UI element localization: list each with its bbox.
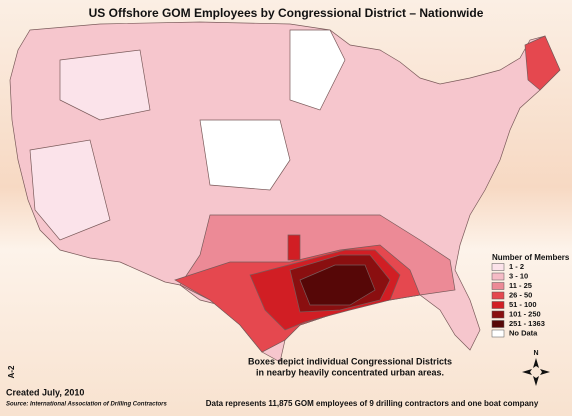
region: [59, 49, 151, 121]
legend-label: 1 - 2: [509, 262, 524, 271]
legend-swatch: [491, 320, 505, 328]
compass-rose: [522, 358, 550, 386]
compass-label: N: [533, 350, 538, 357]
legend-swatch: [491, 272, 505, 281]
page-label: A-2: [7, 365, 16, 378]
legend-label: 26 - 50: [509, 290, 532, 299]
legend-label: 51 - 100: [509, 300, 537, 309]
title: US Offshore GOM Employees by Congression…: [89, 6, 484, 20]
legend-swatch: [491, 301, 505, 309]
region: [199, 119, 291, 191]
legend-label: 3 - 10: [509, 271, 528, 280]
legend-swatch: [491, 310, 505, 319]
legend-swatch: [491, 329, 505, 338]
legend-swatch: [491, 282, 505, 290]
legend-label: 11 - 25: [509, 281, 532, 290]
region: [29, 139, 111, 241]
region: [524, 35, 561, 91]
source: Source: International Association of Dri…: [6, 402, 167, 408]
created: Created July, 2010: [6, 387, 84, 397]
region: [289, 29, 346, 111]
legend-swatch: [491, 263, 505, 271]
region: [287, 234, 301, 261]
legend-title: Number of Members: [492, 253, 570, 262]
note-line: Boxes depict individual Congressional Di…: [248, 356, 452, 366]
note-line: in nearby heavily concentrated urban are…: [256, 367, 444, 377]
compass: N: [522, 350, 550, 386]
legend-swatch: [491, 291, 505, 300]
legend-label: No Data: [509, 328, 538, 337]
footnote: Data represents 11,875 GOM employees of …: [206, 399, 539, 408]
region: [299, 264, 376, 306]
legend-label: 251 - 1363: [509, 319, 545, 328]
legend-label: 101 - 250: [509, 309, 541, 318]
